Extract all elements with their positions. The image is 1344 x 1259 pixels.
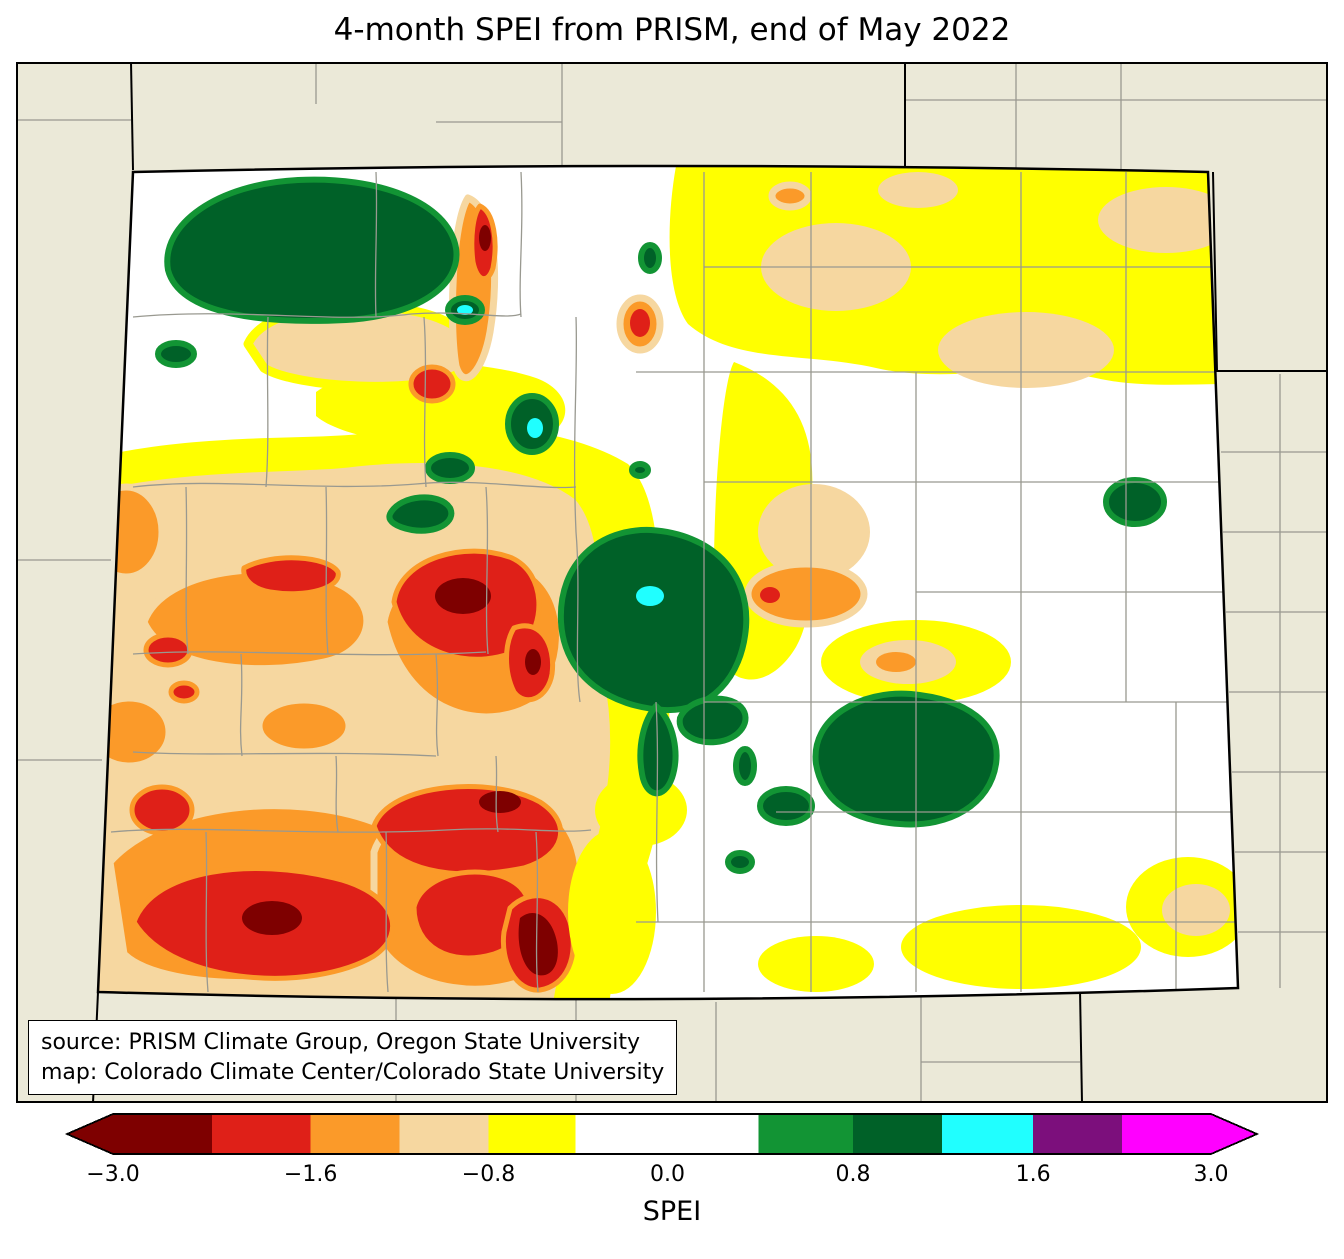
colorbar-tick-label: 0.8 (835, 1162, 871, 1187)
colorado-state-outline (96, 164, 1240, 1001)
source-line-2: map: Colorado Climate Center/Colorado St… (41, 1059, 665, 1085)
colorbar-svg (65, 1113, 1259, 1155)
green-regions (155, 176, 1167, 874)
colorbar-tick-label: 3.0 (1193, 1162, 1229, 1187)
colorbar-tick-label: 0.0 (649, 1162, 685, 1187)
colorbar-tick-label: 1.6 (1015, 1162, 1051, 1187)
map-figure (16, 62, 1328, 1103)
spei-field (98, 166, 1238, 1000)
colorbar-label: SPEI (642, 1196, 702, 1227)
darkred-regions (242, 225, 558, 976)
colorbar-ticks: −3.0 −1.6 −0.8 0.0 0.8 1.6 3.0 (65, 1162, 1259, 1192)
source-box: source: PRISM Climate Group, Oregon Stat… (28, 1020, 678, 1096)
colorbar-tick-label: −0.8 (461, 1162, 516, 1187)
colorbar-tick-label: −3.0 (86, 1162, 140, 1187)
cyan-spot-north (527, 418, 543, 438)
colorbar-tick-label: −1.6 (283, 1162, 338, 1187)
cyan-spot-central (636, 586, 664, 606)
source-line-1: source: PRISM Climate Group, Oregon Stat… (41, 1030, 641, 1055)
colorbar (65, 1112, 1259, 1156)
colorado-spei-map (16, 62, 1328, 1103)
axes-frame (16, 62, 1328, 1103)
figure-title: 4-month SPEI from PRISM, end of May 2022 (333, 12, 1011, 48)
cyan-spot-nw (457, 305, 473, 315)
colorado-county-lines (110, 171, 1238, 993)
